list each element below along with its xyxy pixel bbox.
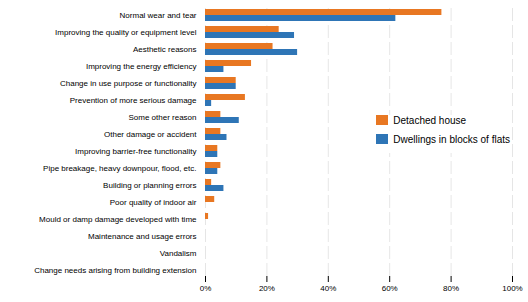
- svg-text:Aesthetic reasons: Aesthetic reasons: [133, 45, 197, 54]
- html-text:Detached house: Detached house: [393, 114, 467, 126]
- svg-text:Improving the energy efficienc: Improving the energy efficiency: [86, 62, 197, 71]
- svg-text:Normal wear and tear: Normal wear and tear: [120, 11, 197, 20]
- svg-text:20%: 20%: [259, 284, 275, 293]
- svg-text:Maintenance and usage errors: Maintenance and usage errors: [88, 232, 197, 241]
- svg-text:Change in use purpose or funct: Change in use purpose or functionality: [60, 79, 197, 88]
- svg-text:Building or planning errors: Building or planning errors: [103, 181, 196, 190]
- svg-text:Poor quality of indoor air: Poor quality of indoor air: [110, 198, 197, 207]
- svg-text:Vandalism: Vandalism: [160, 249, 197, 258]
- svg-text:Pipe breakage, heavy downpour,: Pipe breakage, heavy downpour, flood, et…: [43, 164, 196, 173]
- svg-text:0%: 0%: [200, 284, 212, 293]
- svg-text:60%: 60%: [382, 284, 398, 293]
- svg-text:80%: 80%: [443, 284, 459, 293]
- svg-text:40%: 40%: [320, 284, 336, 293]
- svg-text:Improving barrier-free functio: Improving barrier-free functionality: [75, 147, 196, 156]
- svg-text:Change needs arising from buil: Change needs arising from building exten…: [34, 266, 196, 275]
- svg-text:Mould or damp damage developed: Mould or damp damage developed with time: [39, 215, 197, 224]
- svg-text:Other damage or accident: Other damage or accident: [104, 130, 197, 139]
- html-text:Dwellings in blocks of flats: Dwellings in blocks of flats: [393, 133, 510, 145]
- svg-text:Improving the quality or equip: Improving the quality or equipment level: [55, 28, 197, 37]
- svg-text:Prevention of more serious dam: Prevention of more serious damage: [70, 96, 197, 105]
- svg-text:100%: 100%: [502, 284, 522, 293]
- svg-text:Some other reason: Some other reason: [128, 113, 196, 122]
